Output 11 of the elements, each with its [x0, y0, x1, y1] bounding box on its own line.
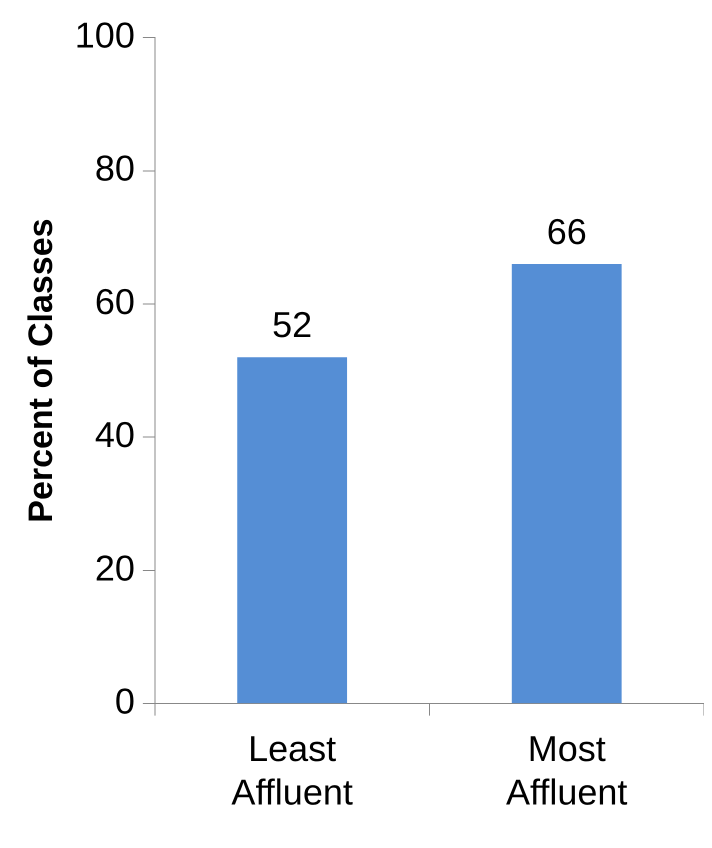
y-tick-label: 80 — [94, 148, 135, 189]
y-tick-label: 40 — [94, 414, 135, 456]
x-tick-label: Least Affluent — [231, 728, 353, 812]
y-tick-label: 20 — [94, 547, 135, 588]
y-axis-title: Percent of Classes — [22, 218, 60, 523]
y-tick-label: 100 — [74, 14, 135, 56]
y-tick-label: 60 — [94, 280, 135, 322]
data-label: 66 — [546, 210, 587, 252]
y-tick-label: 0 — [114, 680, 135, 722]
data-label: 52 — [272, 304, 312, 346]
x-tick-label: Most Affluent — [506, 728, 628, 812]
